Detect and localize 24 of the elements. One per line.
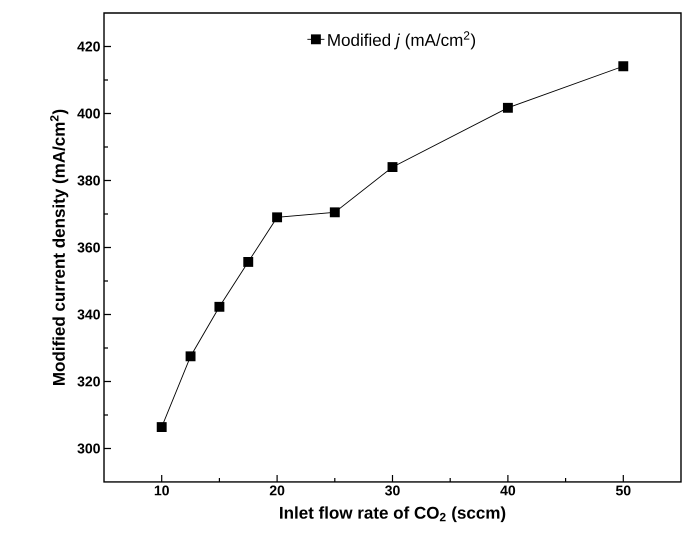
y-tick-label: 400 — [77, 108, 100, 118]
y-tick-label: 380 — [77, 176, 100, 186]
y-tick-label: 340 — [77, 310, 100, 320]
point — [330, 207, 340, 218]
y-tick-label: 300 — [77, 444, 100, 454]
legend-label: Modified j (mA/cm$^{2}$) — [328, 31, 476, 50]
x-tick-label: 50 — [616, 486, 631, 496]
point — [272, 212, 282, 222]
y-tick-label: 360 — [77, 242, 100, 252]
x-tick-label: 40 — [500, 486, 516, 496]
y-axis-title: Modified current density (mA/cm$^{2}$) — [50, 110, 68, 385]
y-tick-label: 320 — [77, 376, 100, 386]
point — [502, 102, 513, 113]
point — [243, 256, 254, 267]
x-axis-title: Inlet flow rate of CO$_{2}$ (sccm) — [280, 506, 506, 522]
point — [156, 422, 167, 432]
y-tick-label: 420 — [77, 42, 100, 52]
x-tick-label: 30 — [385, 486, 400, 496]
point — [618, 61, 628, 72]
x-tick-label: 20 — [270, 486, 284, 496]
point — [388, 162, 398, 172]
point — [186, 351, 196, 362]
point — [214, 302, 224, 312]
x-tick-label: 10 — [154, 486, 169, 496]
